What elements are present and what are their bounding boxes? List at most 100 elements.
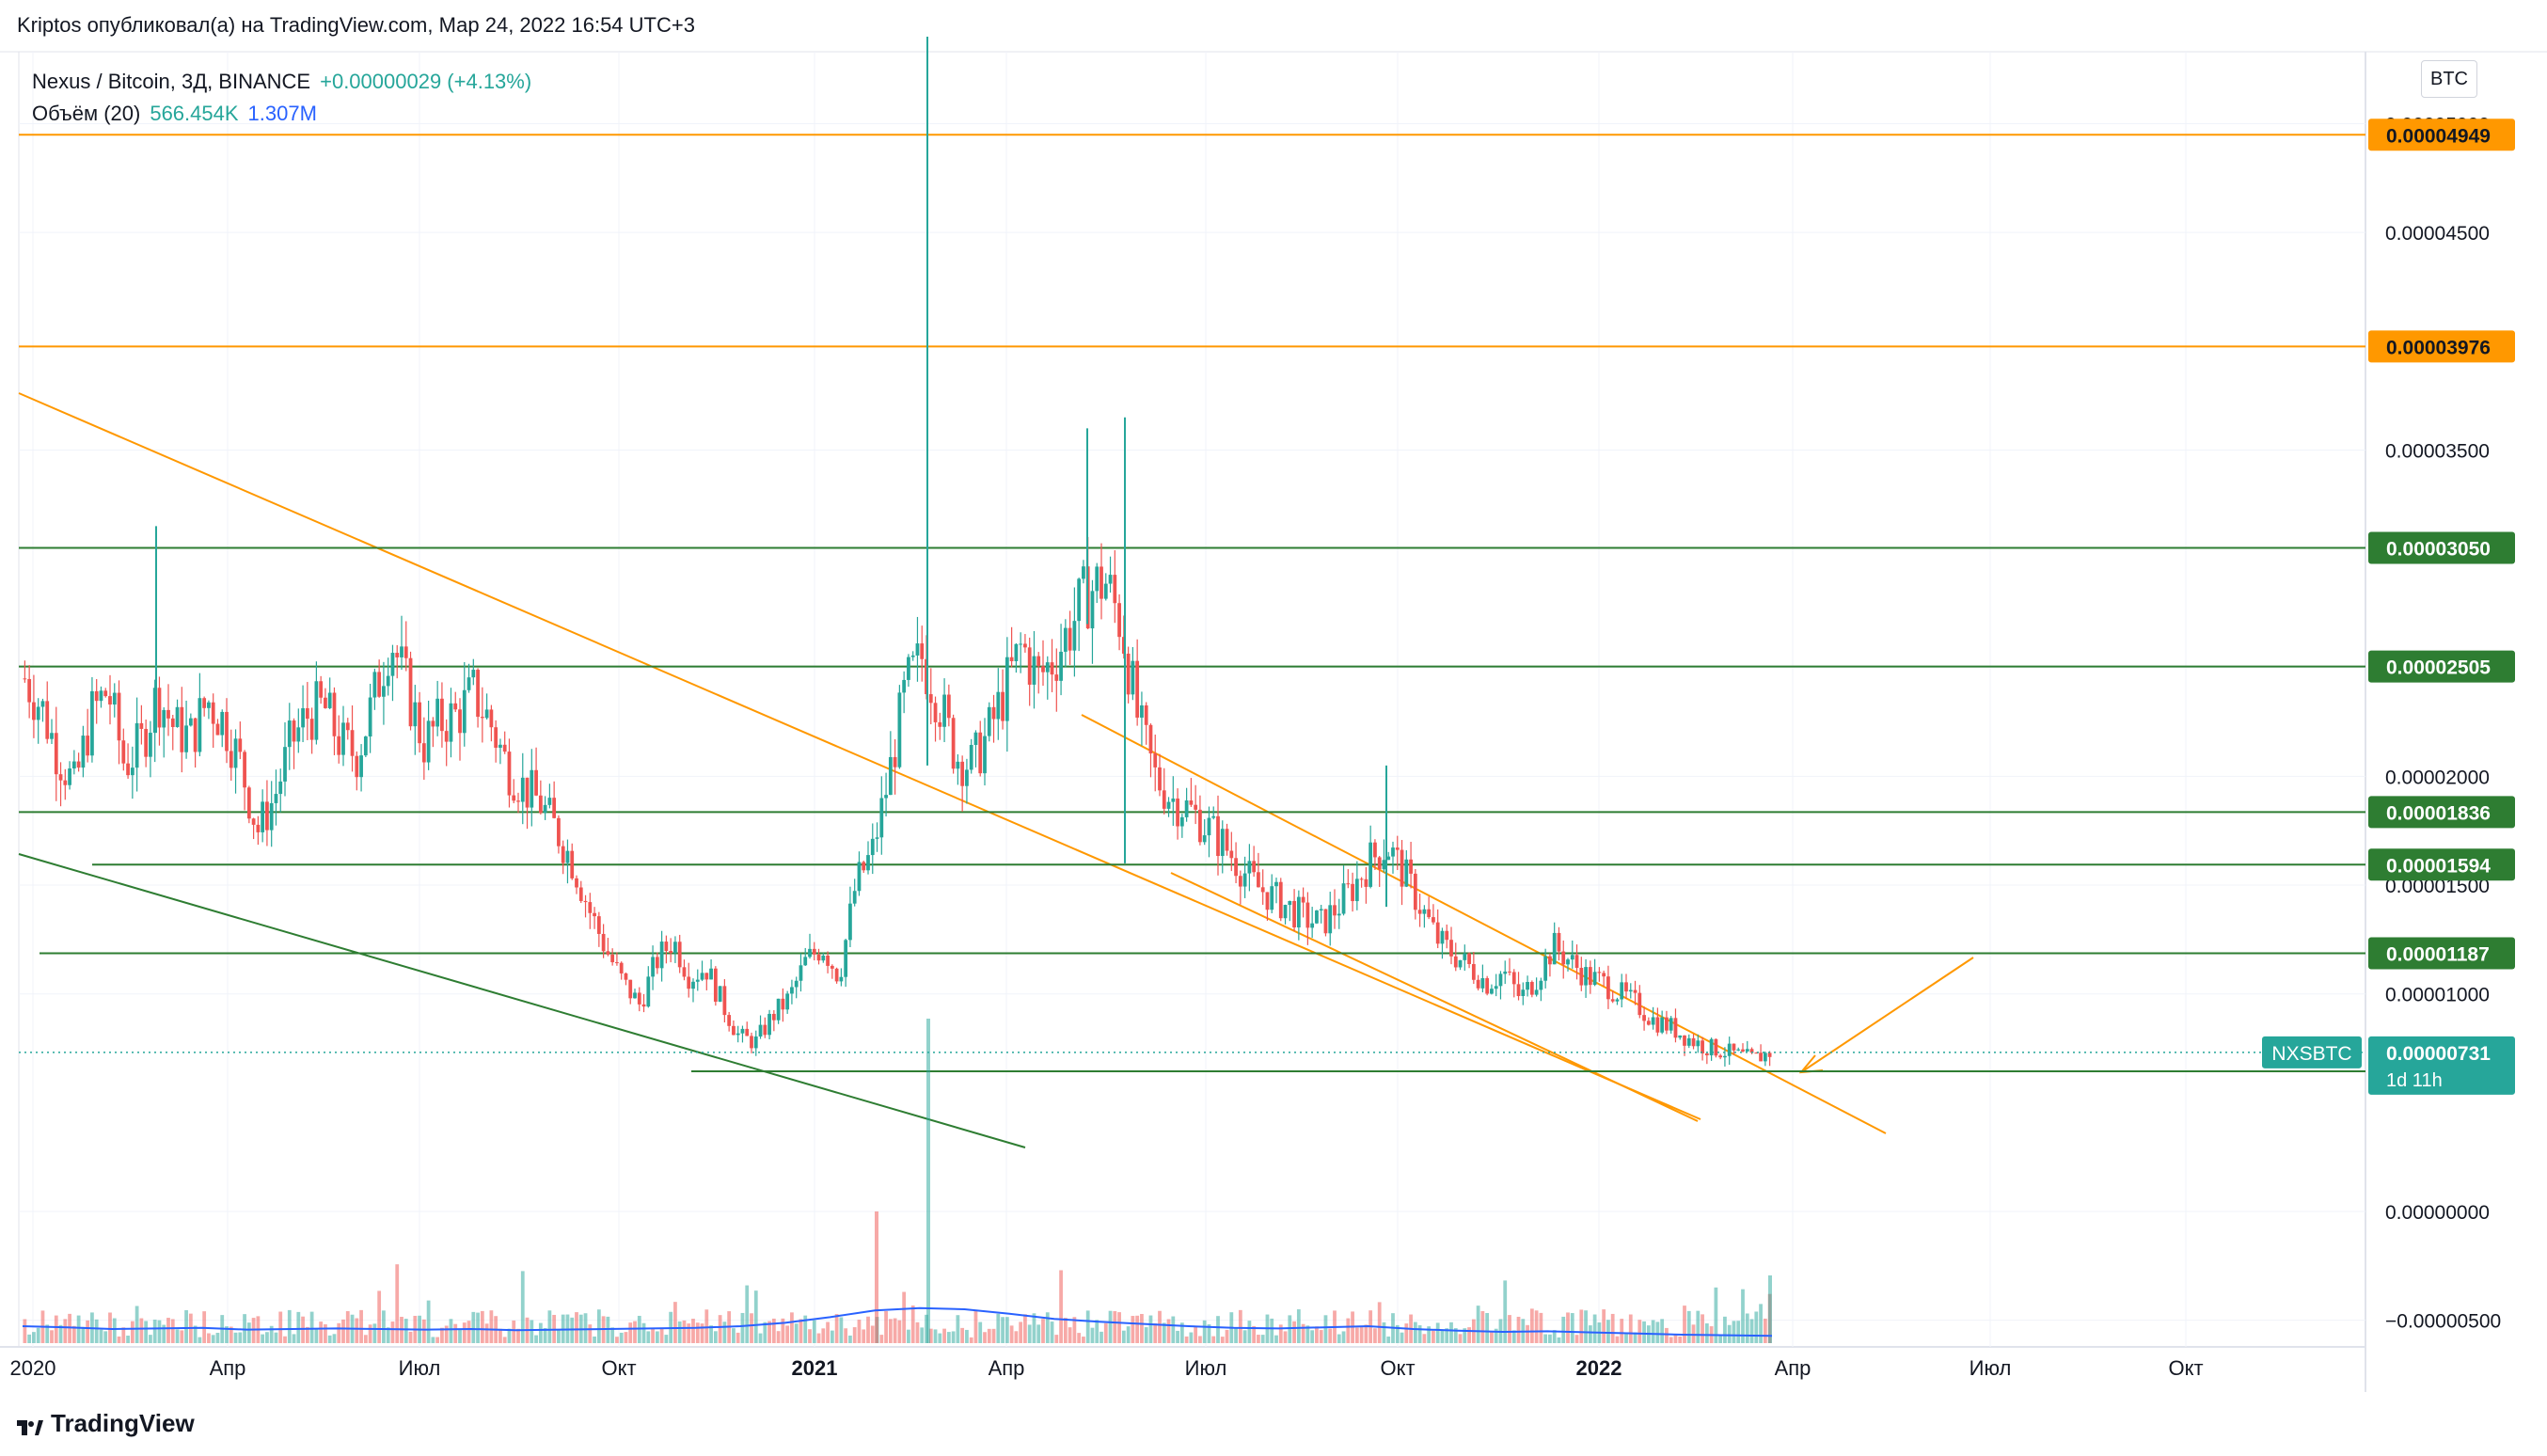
candle-body xyxy=(1561,951,1566,965)
candle-body xyxy=(578,887,583,901)
volume-bar xyxy=(345,1311,350,1343)
volume-bar xyxy=(973,1310,978,1343)
level-price-label: 0.00001187 xyxy=(2386,943,2490,965)
volume-bar xyxy=(844,1328,848,1343)
candle-body xyxy=(534,769,538,796)
currency-button[interactable]: BTC xyxy=(2421,60,2477,98)
volume-bar xyxy=(750,1313,753,1343)
candle-body xyxy=(1158,767,1162,791)
volume-bar xyxy=(1050,1321,1054,1343)
candle-body xyxy=(489,709,494,728)
volume-title[interactable]: Объём (20) xyxy=(32,102,141,125)
candle-body xyxy=(1400,849,1404,887)
candle-body xyxy=(512,795,516,801)
volume-bar xyxy=(1458,1334,1463,1343)
volume-bar xyxy=(593,1336,596,1343)
volume-bar xyxy=(664,1335,669,1343)
candle-body xyxy=(1458,959,1463,968)
volume-bar xyxy=(471,1311,476,1343)
volume-bar xyxy=(193,1325,198,1343)
volume-bar xyxy=(704,1309,709,1343)
candle-body xyxy=(722,986,727,1016)
candle-body xyxy=(1453,956,1458,968)
candle-body xyxy=(1166,801,1171,809)
candle-body xyxy=(758,1024,763,1037)
volume-bar xyxy=(1274,1335,1278,1343)
candle-body xyxy=(776,998,781,1021)
candle-body xyxy=(193,718,198,752)
volume-bar xyxy=(1090,1327,1095,1343)
volume-bar xyxy=(462,1322,467,1343)
candle-body xyxy=(50,733,54,739)
volume-bar xyxy=(709,1325,713,1343)
volume-bar xyxy=(1041,1319,1045,1343)
volume-bar xyxy=(1696,1310,1701,1343)
candle-body xyxy=(444,731,449,742)
volume-bar xyxy=(557,1329,561,1343)
candle-body xyxy=(1498,973,1503,987)
candle-body xyxy=(1027,647,1032,685)
volume-bar xyxy=(269,1325,274,1343)
candle-body xyxy=(1090,591,1095,629)
candle-body xyxy=(431,720,435,727)
volume-bar xyxy=(646,1331,651,1343)
volume-bar xyxy=(134,1306,139,1343)
volume-bar xyxy=(610,1327,615,1343)
volume-bar xyxy=(1642,1321,1646,1343)
volume-bar xyxy=(332,1334,337,1343)
tradingview-logo-icon xyxy=(17,1415,43,1435)
candle-body xyxy=(704,973,709,980)
candle-body xyxy=(1140,704,1144,718)
candle-body xyxy=(897,692,902,768)
volume-bar xyxy=(54,1315,58,1343)
volume-bar xyxy=(1194,1326,1198,1343)
tradingview-brand[interactable]: TradingView xyxy=(17,1409,195,1438)
volume-bar xyxy=(1189,1332,1194,1343)
trendline-channel-top xyxy=(1081,714,1887,1134)
candle-body xyxy=(907,657,910,680)
level-price-tag xyxy=(2368,650,2515,683)
candle-body xyxy=(543,804,547,814)
candle-body xyxy=(1539,980,1543,990)
volume-bar xyxy=(1445,1328,1449,1343)
volume-bar xyxy=(324,1324,327,1343)
candle-body xyxy=(1095,566,1099,592)
volume-bar xyxy=(175,1329,180,1343)
candle-body xyxy=(27,678,32,703)
volume-bar xyxy=(767,1321,771,1343)
candle-body xyxy=(94,690,99,702)
volume-bar xyxy=(1422,1334,1427,1343)
volume-bar xyxy=(821,1328,826,1343)
symbol-title[interactable]: Nexus / Bitcoin, 3Д, BINANCE xyxy=(32,70,311,93)
volume-bar xyxy=(776,1331,781,1343)
volume-bar xyxy=(1131,1316,1135,1343)
candle-body xyxy=(1691,1037,1696,1047)
volume-bar xyxy=(879,1335,884,1343)
candle-body xyxy=(1292,900,1296,928)
volume-bar xyxy=(534,1335,538,1343)
volume-bar xyxy=(951,1331,956,1343)
candle-body xyxy=(1409,859,1413,874)
candle-body xyxy=(1696,1040,1701,1047)
volume-bar xyxy=(655,1331,659,1343)
candle-body xyxy=(1435,922,1440,944)
level-price-label: 0.00003976 xyxy=(2386,337,2491,358)
candle-body xyxy=(1176,798,1179,827)
volume-bar xyxy=(812,1320,816,1343)
legend-main-row: Nexus / Bitcoin, 3Д, BINANCE +0.00000029 … xyxy=(32,66,531,98)
volume-bar xyxy=(677,1321,682,1343)
candle-body xyxy=(350,730,355,756)
volume-bar xyxy=(1211,1336,1216,1343)
volume-bar xyxy=(1171,1316,1176,1343)
candle-body xyxy=(117,692,121,741)
candle-body xyxy=(664,942,669,952)
candle-body xyxy=(1117,603,1121,638)
candle-body xyxy=(1041,666,1045,673)
candle-body xyxy=(467,677,471,690)
volume-bar xyxy=(628,1322,633,1343)
volume-bar xyxy=(1516,1316,1521,1343)
volume-bar xyxy=(745,1285,750,1343)
candle-body xyxy=(1310,923,1315,928)
volume-bar xyxy=(1539,1312,1543,1343)
